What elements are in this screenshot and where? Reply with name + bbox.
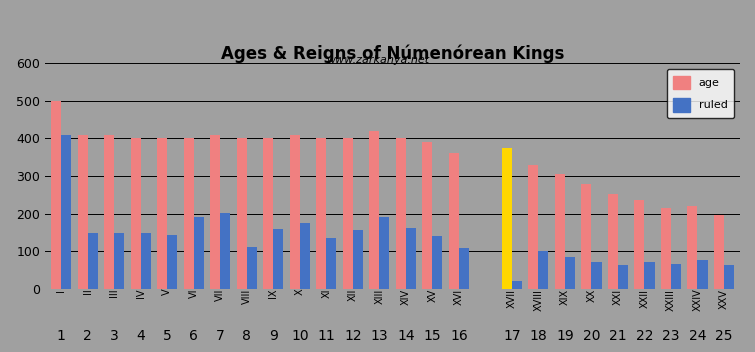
Bar	[396, 138, 406, 289]
Title: Ages & Reigns of Númenórean Kings: Ages & Reigns of Númenórean Kings	[221, 45, 564, 63]
Bar	[634, 200, 645, 289]
Bar	[263, 138, 273, 289]
Bar	[88, 233, 98, 289]
Bar	[448, 153, 459, 289]
Bar	[591, 262, 602, 289]
Bar	[326, 238, 337, 289]
Bar	[78, 135, 88, 289]
Bar	[247, 247, 257, 289]
Bar	[210, 135, 220, 289]
Bar	[273, 228, 283, 289]
Bar	[618, 265, 628, 289]
Bar	[316, 138, 326, 289]
Bar	[114, 233, 125, 289]
Bar	[194, 216, 204, 289]
Bar	[433, 236, 442, 289]
Bar	[300, 223, 310, 289]
Bar	[502, 148, 512, 289]
Bar	[51, 101, 61, 289]
Bar	[698, 260, 707, 289]
Bar	[645, 262, 655, 289]
Bar	[687, 206, 698, 289]
Text: www.zarkanya.net: www.zarkanya.net	[326, 55, 429, 64]
Bar	[237, 138, 247, 289]
Bar	[565, 257, 575, 289]
Bar	[555, 174, 565, 289]
Bar	[459, 248, 469, 289]
Bar	[290, 135, 300, 289]
Bar	[140, 233, 151, 289]
Bar	[671, 264, 681, 289]
Bar	[538, 251, 548, 289]
Bar	[104, 135, 114, 289]
Bar	[61, 135, 71, 289]
Bar	[714, 215, 724, 289]
Bar	[724, 265, 734, 289]
Bar	[406, 228, 416, 289]
Legend: age, ruled: age, ruled	[667, 69, 735, 118]
Bar	[581, 183, 591, 289]
Bar	[661, 208, 671, 289]
Bar	[343, 138, 353, 289]
Bar	[353, 230, 363, 289]
Bar	[512, 281, 522, 289]
Bar	[608, 194, 618, 289]
Bar	[220, 213, 230, 289]
Bar	[422, 142, 433, 289]
Bar	[528, 165, 538, 289]
Bar	[369, 131, 379, 289]
Bar	[379, 216, 390, 289]
Bar	[131, 138, 140, 289]
Bar	[157, 138, 168, 289]
Bar	[183, 138, 194, 289]
Bar	[168, 235, 177, 289]
